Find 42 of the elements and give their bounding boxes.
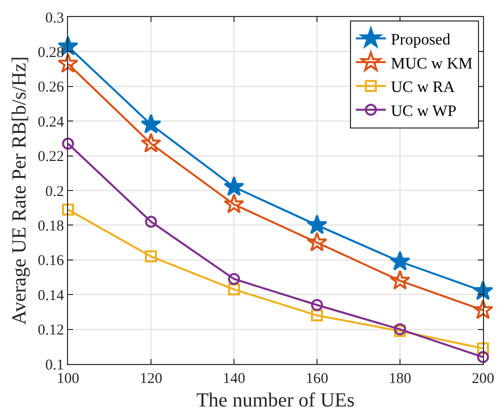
point <box>140 132 162 153</box>
point <box>311 309 323 322</box>
x-tick-label: 200 <box>472 371 494 387</box>
point <box>224 194 244 214</box>
legend-label: MUC w KM <box>390 55 473 72</box>
legend-label: Proposed <box>390 32 450 49</box>
point <box>224 176 244 196</box>
point <box>477 342 489 354</box>
point <box>62 138 74 150</box>
legend-label: UC w RA <box>390 79 456 96</box>
point <box>472 299 494 320</box>
x-tick-label: 160 <box>306 371 328 387</box>
point <box>228 283 240 296</box>
y-tick-label: 0.18 <box>38 218 64 234</box>
y-tick-label: 0.28 <box>38 44 64 61</box>
point <box>140 114 162 134</box>
x-tick-label: 180 <box>388 371 412 387</box>
point <box>62 204 74 216</box>
y-tick-label: 0.1 <box>45 357 64 374</box>
y-axis-title: Average UE Rate Per RB[b/s/Hz] <box>8 56 30 325</box>
point <box>390 250 410 271</box>
x-tick-label: 140 <box>222 371 246 387</box>
y-tick-label: 0.24 <box>38 114 64 130</box>
point <box>228 272 240 285</box>
point <box>311 299 323 312</box>
y-tick-label: 0.14 <box>38 288 64 304</box>
point <box>145 216 157 228</box>
y-tick-label: 0.12 <box>38 322 64 339</box>
point <box>390 270 410 290</box>
y-tick-label: 0.26 <box>38 80 64 96</box>
y-tick-label: 0.22 <box>38 149 64 166</box>
y-tick-label: 0.2 <box>45 184 64 200</box>
point <box>477 351 489 364</box>
y-tick-label: 0.3 <box>45 10 64 26</box>
point <box>145 250 157 262</box>
legend-label: UC w WP <box>390 103 456 120</box>
y-tick-label: 0.16 <box>38 253 64 270</box>
x-tick-label: 120 <box>140 371 162 387</box>
x-axis-title: The number of UEs <box>196 390 355 412</box>
x-tick-label: 100 <box>56 371 80 387</box>
point <box>306 214 328 234</box>
point <box>306 232 328 252</box>
